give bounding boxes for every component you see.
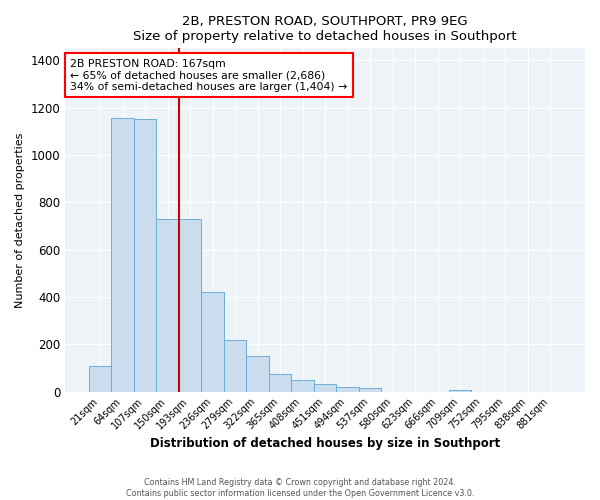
Bar — [269, 374, 292, 392]
Bar — [292, 380, 314, 392]
Bar — [337, 387, 359, 392]
Bar — [247, 356, 269, 392]
Bar — [179, 219, 202, 392]
Bar — [89, 366, 111, 392]
Text: Contains HM Land Registry data © Crown copyright and database right 2024.
Contai: Contains HM Land Registry data © Crown c… — [126, 478, 474, 498]
X-axis label: Distribution of detached houses by size in Southport: Distribution of detached houses by size … — [150, 437, 500, 450]
Bar — [359, 388, 382, 392]
Bar — [314, 384, 337, 392]
Bar — [134, 120, 157, 392]
Bar — [224, 340, 247, 392]
Bar — [449, 390, 472, 392]
Bar — [157, 219, 179, 392]
Text: 2B PRESTON ROAD: 167sqm
← 65% of detached houses are smaller (2,686)
34% of semi: 2B PRESTON ROAD: 167sqm ← 65% of detache… — [70, 58, 347, 92]
Title: 2B, PRESTON ROAD, SOUTHPORT, PR9 9EG
Size of property relative to detached house: 2B, PRESTON ROAD, SOUTHPORT, PR9 9EG Siz… — [133, 15, 517, 43]
Y-axis label: Number of detached properties: Number of detached properties — [15, 132, 25, 308]
Bar — [111, 118, 134, 392]
Bar — [202, 292, 224, 392]
